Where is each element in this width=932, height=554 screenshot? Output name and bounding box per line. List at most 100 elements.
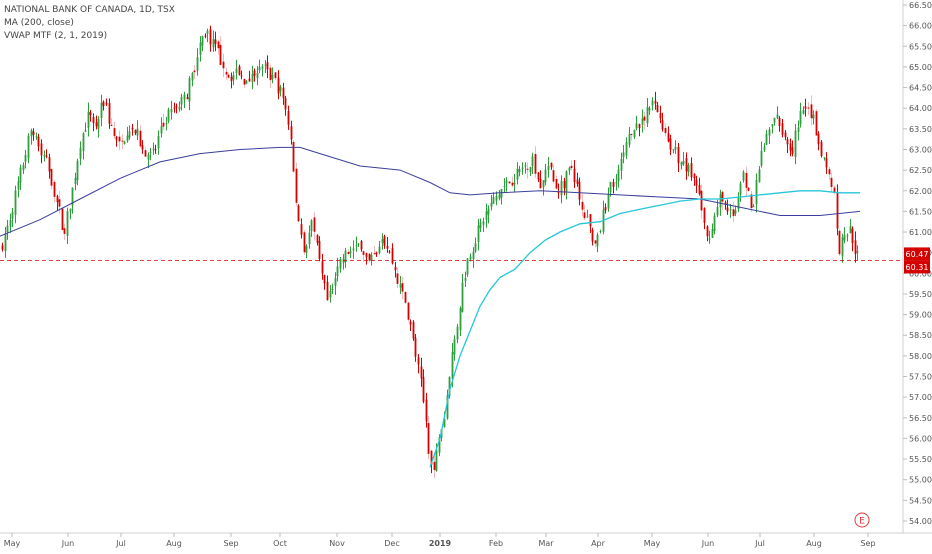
candle-body: [290, 126, 293, 140]
candle-body: [765, 133, 768, 145]
candle-body: [817, 134, 820, 144]
chart-legend: NATIONAL BANK OF CANADA, 1D, TSX MA (200…: [4, 4, 175, 43]
candle-body: [570, 165, 573, 169]
candle-body: [664, 127, 667, 134]
candle-body: [162, 122, 165, 127]
candle-body: [214, 39, 217, 45]
candle-body: [768, 129, 771, 136]
candle-body: [50, 169, 53, 186]
candle-body: [446, 395, 449, 419]
candle-body: [833, 187, 836, 194]
candle-body: [505, 180, 508, 184]
candle-body: [297, 205, 300, 222]
earnings-circle-icon[interactable]: [854, 512, 870, 528]
candle-body: [131, 127, 134, 130]
candle-body: [648, 108, 651, 111]
candle-body: [394, 266, 397, 271]
earnings-label: E: [859, 517, 865, 527]
price-axis[interactable]: 54.00 54.50 55.00 55.50 56.00 56.50 57.00 57.50…: [903, 1, 932, 526]
candle-body: [136, 128, 139, 136]
x-tick-label: May: [644, 539, 661, 548]
candle-body: [745, 172, 748, 188]
candle-body: [375, 252, 378, 255]
candle-body: [89, 112, 92, 116]
candle-body: [482, 221, 485, 225]
candle-body: [396, 273, 399, 284]
candle-body: [209, 29, 212, 45]
candle-body: [583, 212, 586, 219]
candle-body: [204, 35, 207, 37]
candle-body: [807, 107, 810, 109]
candle-body: [323, 274, 326, 284]
candle-body: [227, 74, 230, 78]
candle-body: [186, 97, 189, 100]
time-axis[interactable]: May Jun Jul Aug Sep Oct Nov Dec 2019 Feb Mar Apr May…: [4, 533, 876, 548]
candle-body: [344, 250, 347, 263]
candle-body: [310, 220, 313, 232]
candle-body: [6, 225, 9, 233]
price-markers: 60.47 60.31: [0, 247, 930, 274]
candle-body: [45, 155, 48, 157]
y-tick-label: 62.50: [909, 166, 932, 175]
candle-body: [435, 449, 438, 471]
candle-body: [170, 109, 173, 113]
candle-body: [347, 252, 350, 255]
candle-body: [261, 66, 264, 69]
indicator-vwap-label[interactable]: VWAP MTF (2, 1, 2019): [4, 31, 108, 41]
candle-body: [360, 241, 363, 250]
candle-body: [781, 123, 784, 135]
candle-body: [61, 208, 64, 231]
candle-body: [230, 76, 233, 82]
candle-body: [521, 167, 524, 169]
candle-body: [620, 158, 623, 171]
candle-body: [373, 253, 376, 255]
indicator-ma-label[interactable]: MA (200, close): [4, 18, 74, 28]
candle-body: [776, 114, 779, 118]
candle-body: [544, 169, 547, 183]
candle-body: [126, 135, 129, 141]
candle-body: [680, 162, 683, 166]
candle-body: [139, 130, 142, 147]
candle-body: [438, 436, 441, 453]
candle-body: [617, 169, 620, 182]
candle-body: [264, 64, 267, 66]
earnings-marker[interactable]: E: [854, 512, 870, 528]
y-tick-label: 58.00: [909, 352, 932, 361]
candle-body: [739, 183, 742, 195]
candle-body: [284, 98, 287, 110]
candle-body: [578, 182, 581, 200]
candle-body: [362, 251, 365, 255]
candle-body: [217, 41, 220, 49]
candle-body: [144, 150, 147, 157]
candle-body: [615, 182, 618, 184]
candle-body: [56, 196, 59, 203]
candle-body: [573, 168, 576, 183]
candle-body: [677, 147, 680, 164]
candle-body: [188, 78, 191, 102]
candle-body: [690, 163, 693, 178]
candle-body: [256, 72, 259, 79]
y-tick-label: 57.50: [909, 373, 932, 382]
candle-body: [329, 291, 332, 298]
candle-body: [568, 167, 571, 171]
candle-body: [456, 326, 459, 340]
x-tick-label: Aug: [806, 539, 822, 548]
candle-body: [74, 177, 77, 185]
candle-body: [334, 278, 337, 287]
candle-body: [149, 151, 152, 153]
candle-body: [474, 243, 477, 252]
candle-body: [557, 191, 560, 193]
candle-body: [115, 136, 118, 140]
candle-body: [508, 181, 511, 184]
candle-body: [30, 130, 33, 137]
y-tick-label: 59.50: [909, 290, 932, 299]
candle-body: [79, 147, 82, 159]
candle-body: [674, 146, 677, 150]
candle-body: [245, 81, 248, 84]
chart-title[interactable]: NATIONAL BANK OF CANADA, 1D, TSX: [4, 5, 175, 15]
indicator-lines-layer: [0, 146, 861, 468]
candle-body: [206, 30, 209, 34]
candle-body: [388, 251, 391, 253]
